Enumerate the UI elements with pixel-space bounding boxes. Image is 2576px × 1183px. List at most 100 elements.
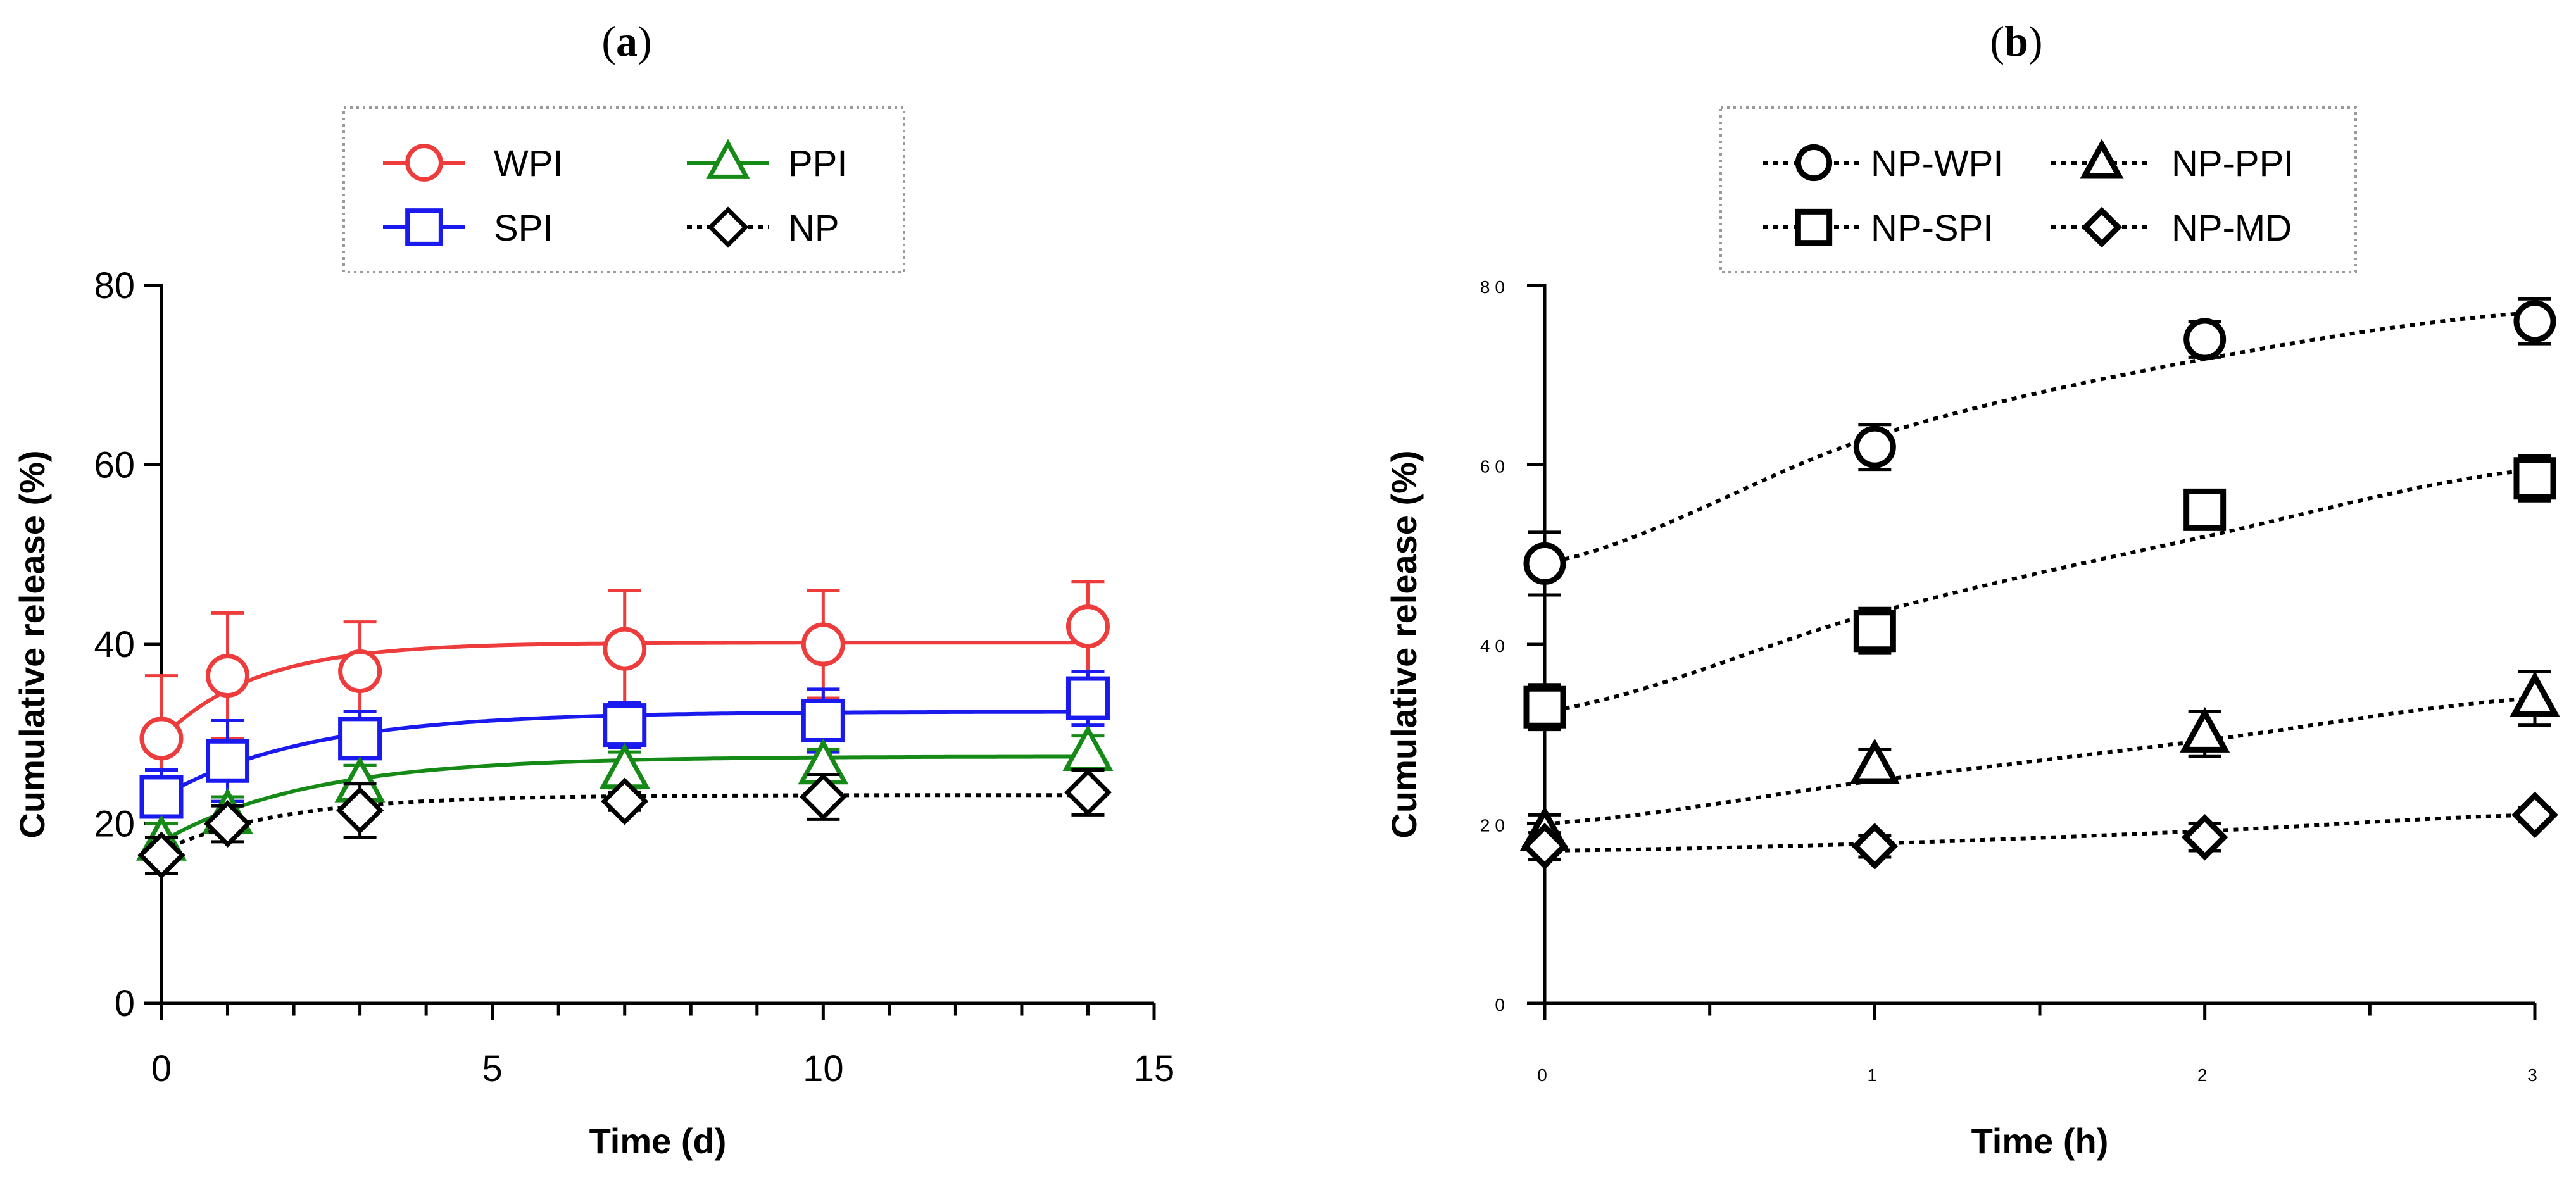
axes: 0 20 40 60 80 0 1 2 3 Cumulative release (%) Time … xyxy=(1384,277,2542,1161)
x-tick-label: 0 xyxy=(1537,1065,1552,1085)
legend-frame xyxy=(342,106,905,273)
data-point xyxy=(2183,488,2227,531)
x-tick-label: 3 xyxy=(2527,1065,2542,1085)
legend-label: NP-SPI xyxy=(1871,208,1993,249)
data-point xyxy=(2510,671,2560,717)
y-tick-label: 80 xyxy=(1480,277,1510,297)
legend-marker-circle xyxy=(405,144,443,182)
y-tick-label: 20 xyxy=(94,804,135,845)
panel-title-paren-close: ) xyxy=(2028,17,2043,65)
panel-title-paren-open: ( xyxy=(601,17,616,65)
data-point xyxy=(1064,768,1112,817)
y-tick-label: 60 xyxy=(1480,457,1510,477)
legend-item: NP-SPI xyxy=(1763,208,1993,249)
panel-a: (a) WPI SPI PPI NP 0 20 40 60 80 0 5 10 15 Cumulative … xyxy=(12,17,1174,1161)
y-tick-label: 40 xyxy=(94,624,135,665)
y-tick-label: 80 xyxy=(94,265,135,306)
series-np-spi xyxy=(1523,454,2556,732)
legend-item: WPI xyxy=(383,143,563,184)
legend-marker-circle xyxy=(1795,144,1833,182)
y-tick-label: 40 xyxy=(1480,636,1510,656)
legend-marker-diamond xyxy=(707,206,749,248)
panel-title-paren-open: ( xyxy=(1990,17,2004,65)
axes: 0 20 40 60 80 0 5 10 15 Cumulative release (%) Tim… xyxy=(12,265,1174,1161)
legend-label: NP-MD xyxy=(2171,208,2292,249)
legend-marker-triangle xyxy=(706,139,750,179)
data-point xyxy=(1521,823,1568,870)
legend-label: PPI xyxy=(788,143,848,184)
data-point xyxy=(338,649,382,694)
fit-curve xyxy=(1544,310,2535,566)
legend-item: SPI xyxy=(383,208,553,249)
fit-curve xyxy=(1544,696,2535,826)
data-point xyxy=(2513,300,2556,343)
y-axis-label: Cumulative release (%) xyxy=(1384,450,1424,838)
y-axis-label: Cumulative release (%) xyxy=(12,450,52,838)
legend: NP-WPI NP-SPI NP-PPI NP-MD xyxy=(1719,106,2357,273)
legend-item: NP-PPI xyxy=(2051,139,2294,184)
legend-label: NP-PPI xyxy=(2171,143,2294,184)
panel-title-letter: a xyxy=(616,17,638,65)
x-tick-label: 0 xyxy=(151,1048,172,1089)
panel-title-paren-close: ) xyxy=(638,17,652,65)
legend: WPI SPI PPI NP xyxy=(342,106,905,273)
data-point xyxy=(204,800,252,848)
data-point xyxy=(2513,457,2556,500)
data-point xyxy=(801,622,845,667)
panel-title: (b) xyxy=(1990,17,2042,65)
x-tick-label: 2 xyxy=(2197,1065,2213,1085)
fit-curve xyxy=(1544,813,2535,853)
y-tick-label: 60 xyxy=(94,445,135,486)
data-point xyxy=(799,773,847,821)
legend-label: NP xyxy=(788,208,839,249)
data-point xyxy=(139,775,184,819)
series-np-wpi xyxy=(1523,297,2556,597)
legend-item: NP xyxy=(687,206,839,249)
y-tick-label: 20 xyxy=(1480,816,1510,836)
data-point xyxy=(1853,425,1896,468)
data-point xyxy=(206,654,250,698)
series-np-md xyxy=(1521,791,2558,870)
fit-curve xyxy=(1544,467,2535,714)
x-tick-label: 5 xyxy=(482,1048,503,1089)
data-point xyxy=(601,777,649,825)
legend-marker-square xyxy=(405,208,443,246)
data-point xyxy=(139,717,184,761)
legend-item: NP-MD xyxy=(2051,206,2292,249)
data-point xyxy=(206,739,250,783)
legend-label: SPI xyxy=(494,208,553,249)
data-point xyxy=(2183,318,2227,361)
x-axis-label: Time (h) xyxy=(1971,1121,2109,1161)
data-point xyxy=(603,703,647,748)
series-np xyxy=(137,768,1112,879)
series-np-ppi xyxy=(1519,670,2560,853)
legend-item: NP-WPI xyxy=(1763,143,2003,184)
x-tick-label: 15 xyxy=(1134,1048,1175,1089)
y-tick-label: 0 xyxy=(1495,995,1510,1015)
data-point xyxy=(1851,823,1899,870)
panel-title-letter: b xyxy=(2004,17,2028,65)
data-point xyxy=(1523,542,1566,585)
data-point xyxy=(603,627,647,671)
x-axis-label: Time (d) xyxy=(589,1121,727,1161)
data-point xyxy=(1523,685,1566,729)
data-point xyxy=(1849,738,1900,784)
data-point xyxy=(2511,791,2558,839)
legend-label: WPI xyxy=(494,143,563,184)
data-point xyxy=(336,786,384,834)
series-wpi xyxy=(139,580,1110,803)
data-point xyxy=(2180,707,2230,753)
legend-frame xyxy=(1719,106,2357,273)
data-point xyxy=(1065,676,1110,720)
legend-label: NP-WPI xyxy=(1871,143,2003,184)
data-point xyxy=(338,717,382,761)
data-point xyxy=(801,698,845,742)
legend-marker-diamond xyxy=(2081,206,2123,248)
x-tick-label: 1 xyxy=(1868,1065,1883,1085)
data-point xyxy=(1853,610,1896,653)
legend-marker-square xyxy=(1795,208,1833,246)
data-point xyxy=(137,831,185,879)
panel-title: (a) xyxy=(601,17,651,65)
panel-b: (b) NP-WPI NP-SPI NP-PPI NP-MD 0 20 40 60 80 0 1 2 3 C… xyxy=(1384,17,2560,1161)
